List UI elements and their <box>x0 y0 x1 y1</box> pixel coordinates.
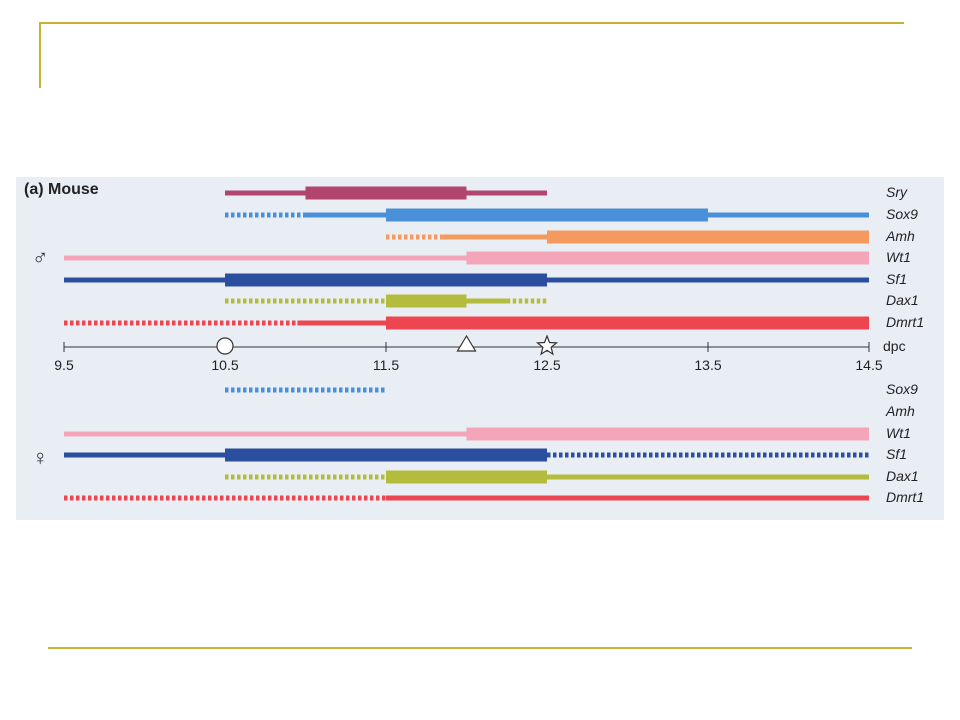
panel-title: (a) Mouse <box>24 181 99 198</box>
female-gene-label-wt1: Wt1 <box>886 425 911 441</box>
axis-tick-label-13.5: 13.5 <box>694 357 722 373</box>
axis-tick-label-9.5: 9.5 <box>54 357 74 373</box>
male-gene-label-sf1: Sf1 <box>886 271 908 287</box>
top-rule <box>40 22 904 24</box>
left-rule <box>39 22 41 88</box>
diagram-canvas <box>63 186 870 501</box>
axis-marker-circle-icon <box>216 337 234 355</box>
female-gene-label-sox9: Sox9 <box>886 381 918 397</box>
expression-diagram: (a) Mouse ♂ ♀ Sry Sox9 Amh Wt1 Sf1 Dax1 Dmrt1 S… <box>16 177 944 520</box>
male-gene-label-amh: Amh <box>886 228 915 244</box>
axis-tick-label-10.5: 10.5 <box>211 357 239 373</box>
male-gene-label-sox9: Sox9 <box>886 206 918 222</box>
male-gene-label-sry: Sry <box>886 184 907 200</box>
axis-marker-star-icon <box>535 334 559 356</box>
male-symbol: ♂ <box>32 245 49 270</box>
axis-tick-label-11.5: 11.5 <box>372 357 400 373</box>
female-gene-label-amh: Amh <box>886 403 915 419</box>
male-gene-label-dax1: Dax1 <box>886 292 919 308</box>
female-gene-label-dax1: Dax1 <box>886 468 919 484</box>
axis-marker-triangle-icon <box>456 334 477 352</box>
male-gene-label-wt1: Wt1 <box>886 249 911 265</box>
axis-unit-label: dpc <box>883 338 906 354</box>
female-symbol: ♀ <box>32 445 49 470</box>
axis-tick-label-14.5: 14.5 <box>855 357 883 373</box>
male-gene-label-dmrt1: Dmrt1 <box>886 314 925 330</box>
female-gene-label-sf1: Sf1 <box>886 446 908 462</box>
bottom-rule <box>48 647 912 649</box>
axis-tick-label-12.5: 12.5 <box>533 357 561 373</box>
female-gene-label-dmrt1: Dmrt1 <box>886 489 925 505</box>
